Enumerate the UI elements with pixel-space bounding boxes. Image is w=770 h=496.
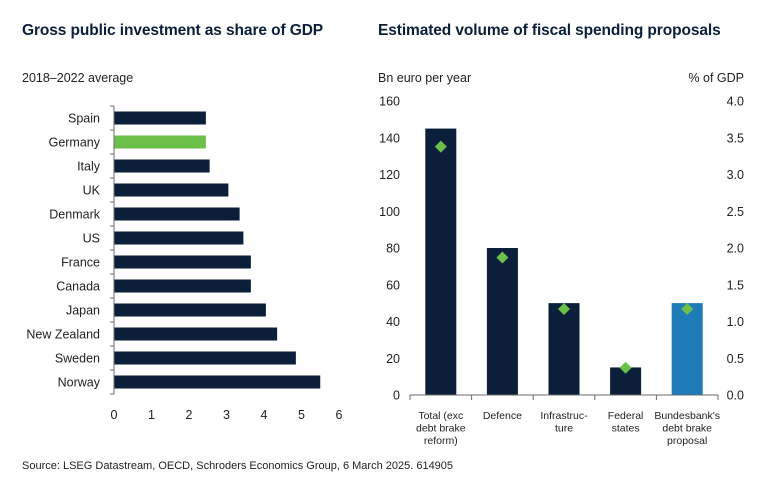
right-y-tick-label: 1.5 [727, 278, 744, 292]
category-label-line: Infrastruc- [540, 410, 588, 422]
category-label-line: debt brake [662, 423, 712, 435]
left-chart-title: Gross public investment as share of GDP [22, 22, 324, 39]
category-label-line: Bundesbank's [654, 410, 720, 422]
category-label: UK [83, 184, 101, 198]
bar-2 [548, 303, 580, 395]
category-label-line: Federal [608, 410, 644, 422]
gdp-share-diamond [496, 251, 509, 264]
category-label-line: ture [555, 423, 573, 435]
right-y-tick-label: 4.0 [727, 95, 744, 109]
right-y-tick-label: 2.5 [727, 205, 744, 219]
bar-spain [114, 111, 206, 125]
category-label: France [61, 256, 100, 270]
bar-0 [425, 128, 457, 395]
right-chart-title: Estimated volume of fiscal spending prop… [378, 22, 721, 39]
bar-norway [114, 375, 321, 389]
right-y-tick-label: 1.0 [727, 315, 744, 329]
category-label: Sweden [55, 352, 100, 366]
left-y-tick-label: 80 [386, 242, 400, 256]
category-label: Japan [66, 304, 100, 318]
gdp-share-diamond [434, 140, 447, 153]
bar-1 [486, 248, 518, 395]
source-note: Source: LSEG Datastream, OECD, Schroders… [22, 460, 454, 472]
category-label: Italy [77, 160, 101, 174]
left-y-tick-label: 0 [393, 389, 400, 403]
category-label-line: Total (exc [418, 410, 463, 422]
bar-japan [114, 303, 266, 317]
category-label: Denmark [49, 208, 100, 222]
category-label: Canada [56, 280, 100, 294]
left-y-tick-label: 100 [379, 205, 400, 219]
bar-canada [114, 279, 251, 293]
right-y-tick-label: 3.5 [727, 131, 744, 145]
right-chart-right-axis-label: % of GDP [688, 71, 744, 85]
bar-us [114, 231, 244, 245]
category-label: Bundesbank's debt brake proposal [654, 410, 720, 447]
left-y-tick-label: 160 [379, 95, 400, 109]
category-label: Norway [58, 376, 101, 390]
category-label: Germany [49, 136, 101, 150]
category-label-line: proposal [667, 435, 707, 447]
category-label: Spain [68, 112, 100, 126]
bar-france [114, 255, 251, 269]
category-label: New Zealand [26, 328, 100, 342]
category-label: Federal states [608, 410, 644, 435]
bar-italy [114, 159, 210, 173]
bar-new-zealand [114, 327, 278, 341]
x-tick-label: 5 [298, 408, 305, 422]
right-y-tick-label: 3.0 [727, 168, 744, 182]
right-y-tick-label: 0.5 [727, 352, 744, 366]
x-tick-label: 1 [148, 408, 155, 422]
bar-denmark [114, 207, 240, 221]
left-chart-subtitle: 2018–2022 average [22, 71, 134, 85]
left-y-tick-label: 40 [386, 315, 400, 329]
category-label-line: states [612, 423, 640, 435]
category-label-line: Defence [483, 410, 522, 422]
category-label: Infrastruc-ture [540, 410, 588, 435]
category-label: Total (exc debt brake reform) [416, 410, 466, 447]
gdp-share-diamond [558, 303, 570, 316]
bar-germany [114, 135, 206, 149]
x-tick-label: 2 [186, 408, 193, 422]
left-y-tick-label: 60 [386, 278, 400, 292]
category-label: US [83, 232, 100, 246]
category-label-line: reform) [424, 435, 458, 447]
right-y-tick-label: 0.0 [727, 389, 744, 403]
gdp-share-diamond [619, 361, 632, 374]
x-tick-label: 4 [261, 408, 268, 422]
gdp-share-diamond [681, 303, 694, 316]
x-tick-label: 3 [223, 408, 230, 422]
bar-uk [114, 183, 229, 197]
bar-4 [671, 303, 703, 395]
right-y-tick-label: 2.0 [727, 242, 744, 256]
category-label: Defence [483, 410, 522, 422]
left-y-tick-label: 20 [386, 352, 400, 366]
x-tick-label: 0 [111, 408, 118, 422]
left-y-tick-label: 120 [379, 168, 400, 182]
left-y-tick-label: 140 [379, 131, 400, 145]
right-chart-left-axis-label: Bn euro per year [378, 71, 472, 85]
bar-sweden [114, 351, 296, 365]
x-tick-label: 6 [336, 408, 343, 422]
category-label-line: debt brake [416, 423, 466, 435]
